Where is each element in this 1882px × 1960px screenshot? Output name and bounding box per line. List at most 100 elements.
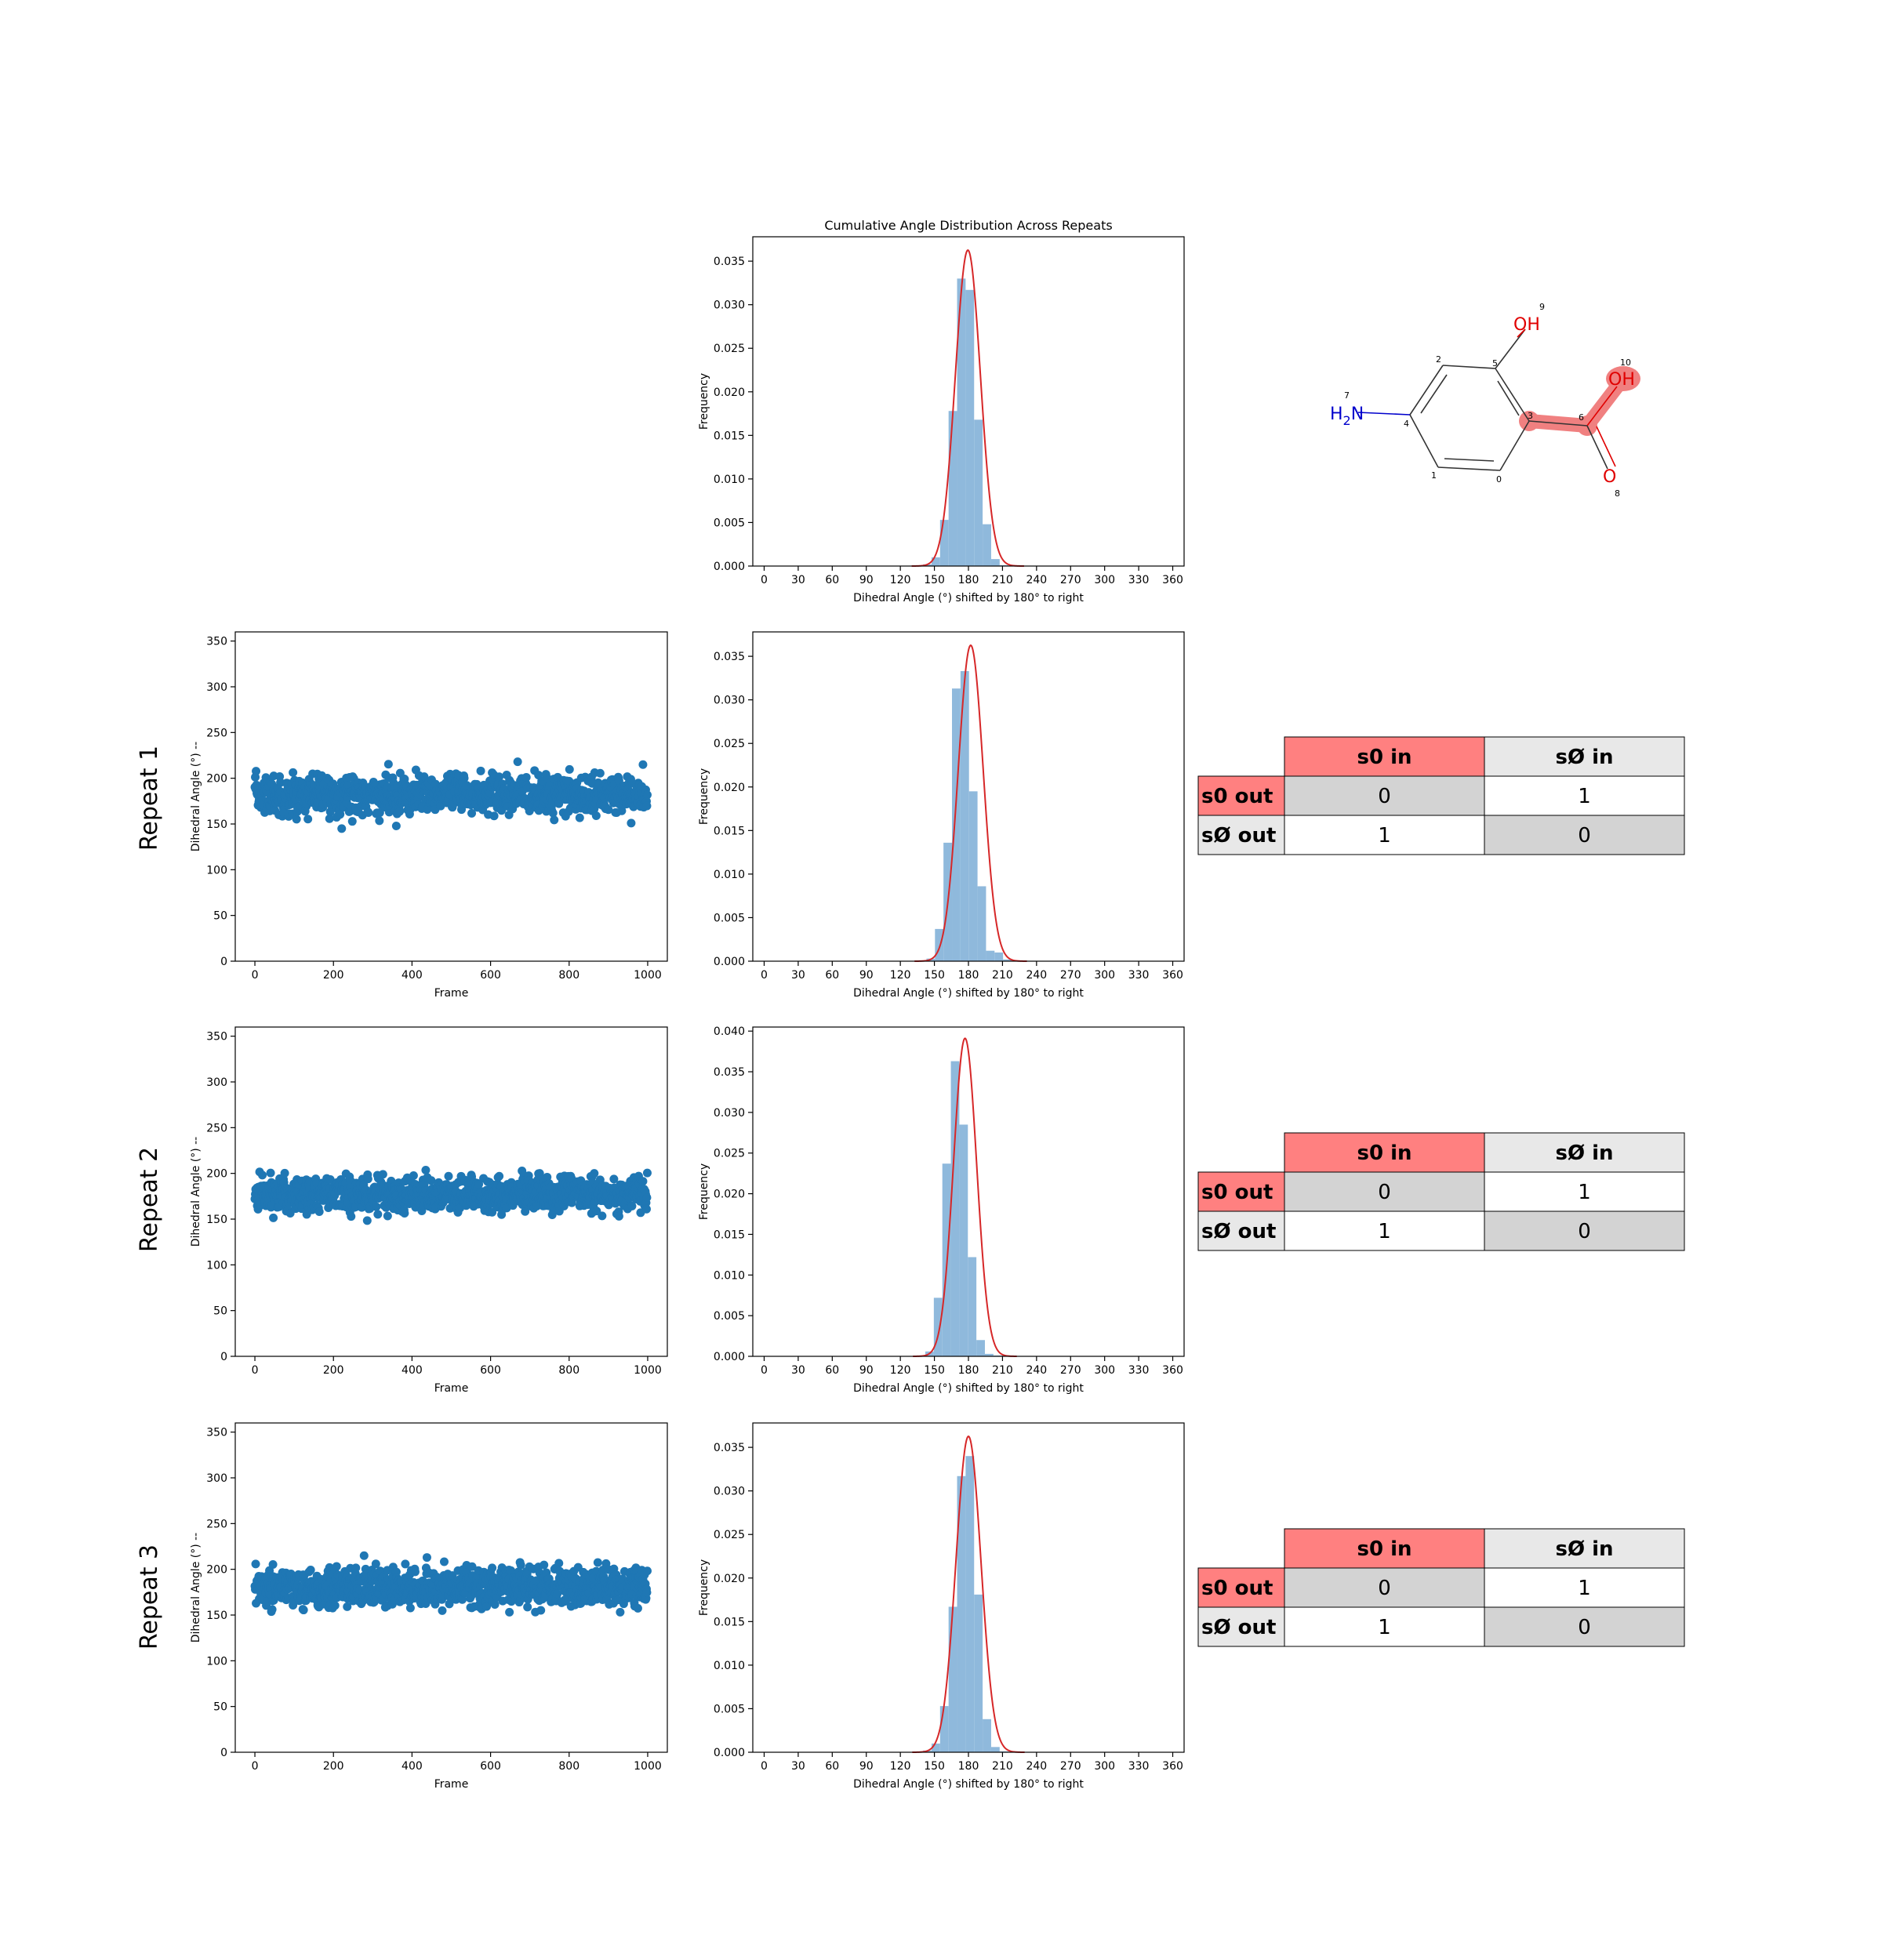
cumulative-y-tick-label: 0.025: [714, 343, 745, 355]
scatter2-point: [614, 1211, 623, 1221]
row-header-label: s0 out: [1201, 1577, 1273, 1600]
scatter3-point: [401, 1559, 410, 1569]
hist1-x-tick-label: 30: [791, 969, 805, 982]
scatter1-x-tick-label: 1000: [634, 969, 662, 982]
cumulative-x-tick-label: 270: [1060, 574, 1081, 586]
cumulative-y-tick-label: 0.030: [714, 299, 745, 312]
hist3-x-tick-label: 90: [859, 1760, 874, 1773]
hist3-x-tick-label: 270: [1060, 1760, 1081, 1773]
col-header-label: s0 in: [1357, 1142, 1412, 1165]
hist3-x-tick-label: 360: [1162, 1760, 1183, 1773]
atom-index-1: 1: [1431, 470, 1437, 481]
table-cell-value: 0: [1378, 785, 1391, 808]
hist3-bar: [990, 1747, 1000, 1752]
bond-6-8-double: [1596, 426, 1616, 467]
hist3-y-tick-label: 0.000: [714, 1747, 745, 1759]
hist1-y-tick-label: 0.010: [714, 869, 745, 881]
atom-index-8: 8: [1615, 488, 1620, 499]
hist3-y-tick-label: 0.010: [714, 1660, 745, 1672]
cumulative-y-tick-label: 0.020: [714, 387, 745, 399]
scatter3-y-tick-label: 50: [213, 1701, 227, 1714]
scatter3-x-tick-label: 0: [252, 1760, 259, 1773]
hist2-x-tick-label: 210: [992, 1364, 1013, 1377]
scatter3-point: [540, 1560, 549, 1570]
row-label-repeat-1: Repeat 1: [136, 746, 163, 851]
scatter2-x-tick-label: 600: [480, 1364, 501, 1377]
scatter1-point: [423, 805, 432, 815]
scatter1-point: [460, 774, 469, 783]
scatter2-point: [592, 1207, 601, 1216]
hist1-x-tick-label: 120: [890, 969, 911, 982]
atom-index-10: 10: [1620, 358, 1631, 368]
hist3-x-tick-label: 0: [761, 1760, 768, 1773]
cumulative-x-tick-label: 90: [859, 574, 874, 586]
hist3-y-tick-label: 0.035: [714, 1442, 745, 1454]
hist2-y-tick-label: 0.040: [714, 1025, 745, 1038]
scatter3-point: [438, 1606, 447, 1615]
cumulative-x-tick-label: 330: [1128, 574, 1150, 586]
cumulative-bar: [957, 278, 966, 566]
scatter3-point: [332, 1562, 341, 1571]
amine-h: H: [1330, 405, 1343, 424]
hist2-y-tick-label: 0.000: [714, 1351, 745, 1363]
hist1-bar: [968, 791, 978, 961]
col-header-label: sØ in: [1555, 746, 1613, 769]
scatter3-y-label: Dihedral Angle (°) --: [190, 1533, 202, 1643]
scatter1-y-tick-label: 300: [206, 681, 227, 694]
cumulative-x-tick-label: 300: [1094, 574, 1115, 586]
cumulative-y-label: Frequency: [698, 373, 710, 430]
hist2-x-tick-label: 30: [791, 1364, 805, 1377]
scatter1-point: [476, 766, 485, 775]
hist2-x-tick-label: 120: [890, 1364, 911, 1377]
bond-4-7: [1357, 412, 1411, 416]
table-cell-value: 0: [1578, 1220, 1591, 1243]
scatter3-frame: [234, 1422, 668, 1753]
scatter1-point: [336, 810, 345, 819]
table-cell: [1284, 1171, 1485, 1212]
highlight-atom-10: [1606, 366, 1640, 391]
hist1-bar: [952, 688, 961, 961]
hist2-fit-curve: [913, 1037, 1017, 1357]
scatter2-y-tick-label: 300: [206, 1076, 227, 1089]
bond-6-10: [1586, 386, 1618, 426]
hist1-x-tick-label: 0: [761, 969, 768, 982]
scatter1-point: [642, 790, 652, 800]
hist1-x-tick-label: 240: [1026, 969, 1047, 982]
transition-table-2: s0 in sØ in s0 out 0 1 sØ out 1 0: [1197, 1132, 1685, 1251]
scatter1-point: [495, 772, 504, 782]
hist3-bar: [931, 1743, 940, 1752]
atom-index-2: 2: [1436, 354, 1441, 365]
hist3-y-tick-label: 0.015: [714, 1616, 745, 1628]
scatter2-point: [409, 1171, 418, 1180]
col-header-label: s0 in: [1357, 1537, 1412, 1561]
scatter2-y-tick-label: 150: [206, 1214, 227, 1226]
atom-index-3: 3: [1528, 411, 1533, 421]
scatter1-point: [638, 760, 648, 769]
hist3-y-tick-label: 0.025: [714, 1529, 745, 1541]
hist3-y-tick-label: 0.005: [714, 1703, 745, 1715]
scatter3-point: [251, 1559, 260, 1569]
scatter3-point: [505, 1607, 514, 1617]
scatter3-point: [593, 1558, 602, 1567]
scatter2-point: [383, 1211, 392, 1221]
hist3-x-tick-label: 330: [1128, 1760, 1150, 1773]
scatter3-point: [523, 1602, 532, 1612]
scatter3-point: [553, 1589, 562, 1599]
scatter3-y-tick-label: 100: [206, 1655, 227, 1668]
hist3-y-label: Frequency: [698, 1559, 710, 1616]
scatter3-point: [642, 1588, 652, 1597]
scatter1-point: [347, 817, 357, 826]
table-cell: [1284, 1606, 1485, 1647]
hist3-x-tick-label: 120: [890, 1760, 911, 1773]
scatter1-y-tick-label: 150: [206, 818, 227, 831]
hist2-x-label: Dihedral Angle (°) shifted by 180° to ri…: [853, 1382, 1084, 1395]
bond-5-9: [1495, 328, 1526, 369]
row-header-label: sØ out: [1201, 824, 1276, 848]
hist2-bar: [959, 1124, 968, 1356]
hist2-y-tick-label: 0.035: [714, 1066, 745, 1079]
scatter2-y-tick-label: 0: [220, 1351, 227, 1363]
scatter3-x-tick-label: 800: [558, 1760, 579, 1773]
scatter2-point: [373, 1210, 383, 1219]
scatter2-point: [641, 1204, 651, 1214]
scatter3-point: [330, 1601, 340, 1610]
